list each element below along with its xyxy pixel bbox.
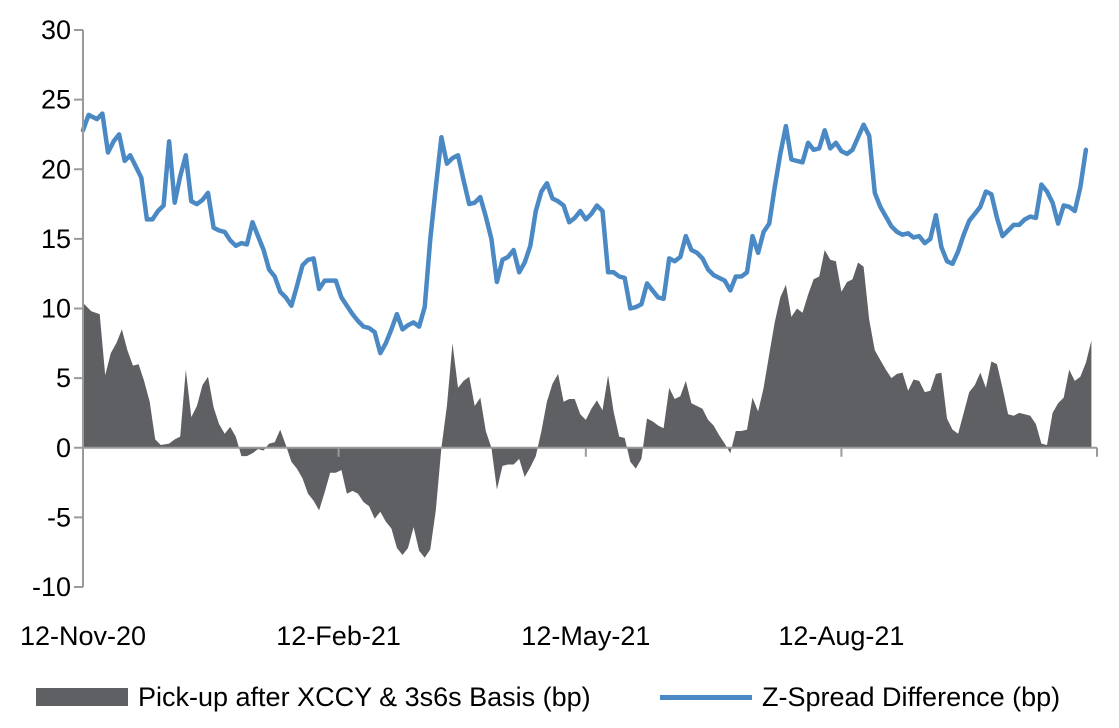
- y-tick-label: 0: [56, 433, 71, 463]
- y-tick-label: -5: [47, 502, 71, 532]
- y-tick-label: 10: [41, 294, 71, 324]
- x-tick-label: 12-Aug-21: [778, 621, 904, 651]
- area-series-pickup: [83, 250, 1092, 558]
- legend-label-pickup: Pick-up after XCCY & 3s6s Basis (bp): [138, 681, 591, 712]
- legend: Pick-up after XCCY & 3s6s Basis (bp) Z-S…: [0, 672, 1119, 722]
- zspread-line-series: [80, 111, 1089, 356]
- axes: [74, 29, 1098, 588]
- y-tick-label: 15: [41, 224, 71, 254]
- pickup-area-series: [83, 250, 1092, 558]
- y-tick-label: 25: [41, 85, 71, 115]
- x-tick-label: 12-May-21: [521, 621, 650, 651]
- line-area-chart: 30 25 20 15 10 5 0 -5 -10 12-Nov-20 12-Feb-21 12-Ma…: [20, 15, 1098, 651]
- y-tick-label: 30: [41, 15, 71, 45]
- legend-label-zspread: Z-Spread Difference (bp): [762, 681, 1061, 712]
- y-tick-label: 20: [41, 154, 71, 184]
- legend-swatch-zspread: [660, 694, 752, 700]
- x-tick-label: 12-Feb-21: [276, 621, 401, 651]
- legend-swatch-pickup: [36, 688, 128, 706]
- tick-labels: 30 25 20 15 10 5 0 -5 -10 12-Nov-20 12-Feb-21 12-Ma…: [20, 15, 904, 651]
- line-series-zspread: [80, 111, 1089, 356]
- x-tick-label: 12-Nov-20: [20, 621, 146, 651]
- y-tick-label: -10: [32, 572, 71, 602]
- legend-item-zspread: Z-Spread Difference (bp): [660, 672, 1060, 722]
- legend-item-pickup: Pick-up after XCCY & 3s6s Basis (bp): [36, 672, 591, 722]
- y-tick-label: 5: [56, 363, 71, 393]
